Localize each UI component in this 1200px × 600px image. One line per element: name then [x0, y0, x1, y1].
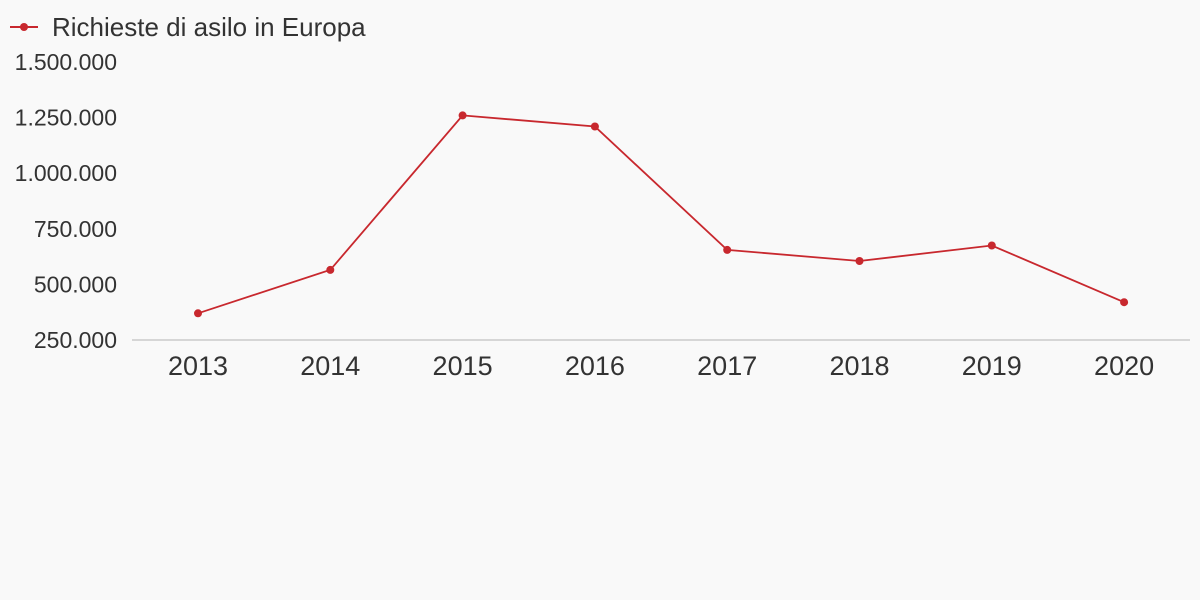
- x-tick-label: 2016: [565, 351, 625, 381]
- data-point-2015: [458, 111, 467, 120]
- y-tick-label: 750.000: [34, 216, 117, 242]
- data-point-2013: [194, 309, 202, 318]
- x-tick-label: 2020: [1094, 351, 1154, 381]
- legend-dot-marker: [20, 23, 28, 31]
- x-tick-label: 2018: [829, 351, 889, 381]
- data-point-2019: [987, 241, 996, 250]
- data-point-2020: [1120, 298, 1129, 307]
- data-point-2014: [326, 265, 335, 274]
- x-axis-ticks: 2013 2014 2015 2016 2017 2018 2019 2020: [168, 351, 1154, 381]
- data-point-2018: [855, 257, 864, 265]
- series-line: [197, 114, 1125, 315]
- data-point-2017: [723, 245, 732, 254]
- y-tick-label: 1.250.000: [15, 105, 117, 131]
- x-tick-label: 2014: [300, 351, 360, 381]
- data-point-2016: [590, 122, 599, 131]
- x-tick-label: 2017: [697, 351, 757, 381]
- legend-label: Richieste di asilo in Europa: [52, 12, 366, 42]
- y-tick-label: 1.000.000: [15, 160, 117, 186]
- y-tick-label: 250.000: [34, 327, 117, 353]
- legend: Richieste di asilo in Europa: [10, 12, 366, 42]
- data-points: [194, 111, 1129, 318]
- x-tick-label: 2013: [168, 351, 228, 381]
- x-tick-label: 2019: [962, 351, 1022, 381]
- y-axis-ticks: 1.500.000 1.250.000 1.000.000 750.000 500.00…: [15, 49, 117, 353]
- x-tick-label: 2015: [433, 351, 493, 381]
- y-tick-label: 1.500.000: [15, 49, 117, 75]
- y-tick-label: 500.000: [34, 271, 117, 297]
